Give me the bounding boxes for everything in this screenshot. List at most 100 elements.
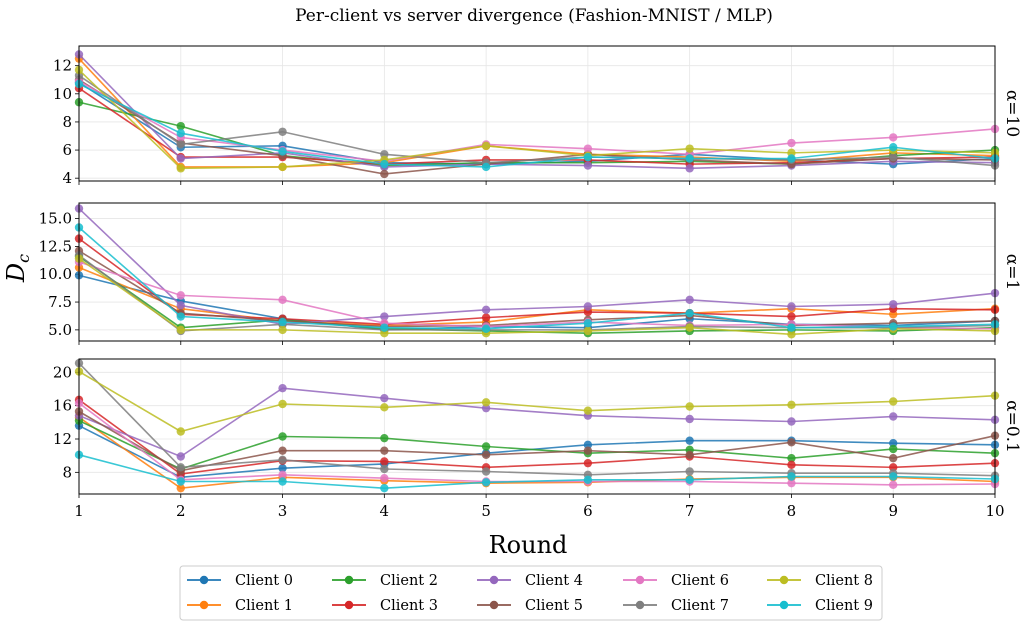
series-client-1 bbox=[74, 54, 1000, 172]
y-tick-label: 8 bbox=[62, 463, 72, 481]
legend-label: Client 1 bbox=[235, 598, 293, 614]
data-point bbox=[380, 473, 389, 483]
data-point bbox=[787, 460, 796, 470]
data-point bbox=[583, 440, 593, 450]
data-point bbox=[685, 467, 694, 476]
data-point bbox=[685, 436, 694, 445]
x-tick-label: 7 bbox=[685, 502, 695, 520]
x-axis-ticks: 1 2 3 4 5 6 7 8 9 10 bbox=[74, 502, 1004, 520]
data-point bbox=[278, 455, 287, 465]
legend-swatch-marker bbox=[635, 600, 645, 610]
x-tick-label: 10 bbox=[985, 502, 1004, 520]
facet-label: α=10 bbox=[1002, 90, 1022, 137]
x-tick-label: 8 bbox=[787, 502, 797, 520]
data-point bbox=[481, 467, 491, 476]
data-point bbox=[278, 383, 287, 393]
panel-frame bbox=[78, 45, 996, 182]
data-point bbox=[583, 446, 593, 455]
data-point bbox=[176, 164, 185, 173]
legend-label: Client 7 bbox=[671, 598, 729, 614]
series-line bbox=[78, 454, 996, 489]
chart-title: Per-client vs server divergence (Fashion… bbox=[295, 6, 773, 26]
data-point bbox=[380, 457, 389, 466]
legend-item-client-0: Client 0 bbox=[187, 573, 293, 589]
data-point bbox=[787, 453, 796, 463]
data-point bbox=[176, 301, 185, 310]
series-line bbox=[78, 255, 996, 335]
data-point bbox=[380, 169, 389, 179]
panel-frame bbox=[78, 358, 996, 495]
data-point bbox=[889, 463, 898, 472]
data-point bbox=[176, 427, 185, 436]
data-point bbox=[685, 308, 694, 318]
legend-swatch-marker bbox=[779, 600, 789, 610]
data-point bbox=[278, 470, 287, 480]
series-client-9 bbox=[74, 223, 1000, 333]
legend-label: Client 6 bbox=[671, 573, 729, 589]
series-line bbox=[78, 250, 996, 328]
data-point bbox=[583, 475, 593, 485]
series-client-9 bbox=[74, 450, 1000, 493]
x-tick-label: 4 bbox=[380, 502, 390, 520]
legend: Client 0 Client 1 Client 2 Client 3 Client 4… bbox=[179, 565, 883, 621]
legend-item-client-6: Client 6 bbox=[623, 573, 729, 589]
data-point bbox=[481, 398, 491, 407]
data-point bbox=[481, 324, 491, 333]
series-line bbox=[78, 370, 996, 433]
y-tick-label: 12.5 bbox=[39, 237, 72, 255]
data-point bbox=[176, 312, 185, 321]
legend-swatch-marker bbox=[344, 600, 354, 610]
series-line bbox=[78, 254, 996, 332]
legend-label: Client 3 bbox=[380, 598, 438, 614]
y-tick-label: 10.0 bbox=[39, 265, 72, 283]
data-point bbox=[685, 295, 694, 305]
series-line bbox=[78, 399, 996, 475]
legend-item-client-2: Client 2 bbox=[332, 573, 438, 589]
data-point bbox=[685, 475, 694, 485]
x-tick-label: 9 bbox=[888, 502, 898, 520]
legend-swatch-marker bbox=[489, 575, 499, 585]
data-point bbox=[278, 432, 287, 441]
legend-swatch-marker bbox=[199, 575, 209, 585]
series-client-3 bbox=[74, 234, 1000, 329]
series-line bbox=[78, 83, 996, 168]
data-point bbox=[278, 325, 287, 335]
data-point bbox=[176, 154, 185, 163]
series-line bbox=[78, 410, 996, 472]
data-point bbox=[889, 480, 898, 490]
series-line bbox=[78, 257, 996, 336]
data-point bbox=[481, 442, 491, 451]
x-tick-label: 5 bbox=[481, 502, 491, 520]
data-point bbox=[380, 312, 389, 321]
legend-item-client-8: Client 8 bbox=[767, 573, 873, 589]
data-point bbox=[278, 477, 287, 486]
legend-label: Client 9 bbox=[815, 598, 873, 614]
facet-label: α=1 bbox=[1002, 254, 1022, 291]
data-point bbox=[481, 450, 491, 460]
series-line bbox=[78, 416, 996, 489]
data-point bbox=[176, 463, 185, 472]
data-point bbox=[583, 144, 593, 153]
series-line bbox=[78, 80, 996, 163]
x-tick-label: 2 bbox=[176, 502, 186, 520]
data-point bbox=[481, 305, 491, 315]
data-point bbox=[481, 141, 491, 151]
data-point bbox=[889, 300, 898, 309]
series-line bbox=[78, 87, 996, 165]
data-point bbox=[889, 412, 898, 421]
series-line bbox=[78, 69, 996, 170]
data-point bbox=[380, 483, 389, 493]
data-point bbox=[685, 414, 694, 424]
data-point bbox=[685, 323, 694, 332]
y-tick-label: 20 bbox=[53, 363, 72, 381]
y-tick-label: 6 bbox=[62, 141, 72, 159]
data-point bbox=[685, 154, 694, 163]
data-point bbox=[176, 477, 185, 486]
data-point bbox=[380, 323, 389, 332]
data-point bbox=[787, 138, 796, 148]
data-point bbox=[787, 302, 796, 311]
data-point bbox=[889, 133, 898, 142]
legend-item-client-4: Client 4 bbox=[477, 573, 583, 589]
series-client-8 bbox=[74, 367, 1000, 436]
data-point bbox=[278, 399, 287, 409]
